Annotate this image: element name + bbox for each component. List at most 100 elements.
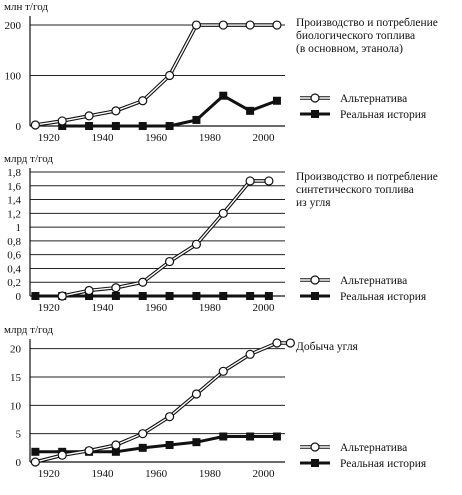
data-point-square [192, 438, 201, 447]
y-axis-label: млрд т/год [4, 324, 53, 336]
data-point-square [272, 96, 281, 105]
y-tick-label: 1,2 [7, 208, 21, 220]
legend-marker-real [311, 459, 319, 467]
x-tick-label: 1980 [199, 468, 222, 480]
legend: Альтернатива Реальная история [300, 442, 427, 470]
y-tick-label: 0,2 [7, 277, 21, 289]
data-point-circle [272, 20, 282, 30]
data-point-square [31, 447, 40, 456]
legend-marker-real [311, 292, 319, 300]
legend-marker-alternative [310, 93, 320, 103]
y-tick-label: 20 [10, 344, 22, 356]
chart-panel: млрд т/год 0 5 10 15 20 1920 1940 1960 1980 2000 До… [4, 324, 427, 480]
y-tick-label: 5 [16, 429, 22, 441]
data-point-square [85, 122, 94, 130]
chart-title-line: биологического топлива [296, 30, 415, 42]
legend-label-alternative: Альтернатива [340, 442, 407, 454]
data-point-square [192, 115, 201, 124]
legend-label-real: Реальная история [340, 109, 427, 121]
chart-title-line: Производство и потребление [296, 171, 438, 183]
data-point-square [192, 292, 201, 300]
data-point-square [264, 292, 273, 300]
data-point-square [165, 122, 174, 130]
data-point-square [31, 292, 40, 300]
legend-marker-alternative [310, 275, 320, 285]
data-point-square [246, 292, 255, 300]
data-point-circle [84, 285, 94, 296]
data-point-square [219, 432, 228, 441]
x-tick-label: 1920 [38, 468, 61, 480]
x-tick-label: 1980 [199, 302, 222, 314]
y-tick-label: 1,8 [7, 167, 21, 179]
y-tick-label: 200 [5, 20, 22, 32]
y-tick-label: 0,8 [7, 236, 21, 248]
chart-title-line: из угля [296, 197, 331, 209]
legend-label-real: Реальная история [340, 458, 427, 470]
data-point-square [246, 106, 255, 115]
legend: Альтернатива Реальная история [300, 93, 427, 121]
chart-title-line: (в основном, этанола) [296, 43, 403, 55]
legend-label-real: Реальная история [340, 291, 427, 303]
data-point-circle [285, 338, 295, 348]
y-tick-label: 0 [16, 121, 22, 133]
data-point-square [165, 292, 174, 300]
x-tick-label: 1920 [38, 302, 61, 314]
data-point-circle [191, 239, 202, 249]
x-tick-label: 1960 [145, 302, 168, 314]
data-point-square [138, 443, 147, 452]
data-point-square [58, 122, 67, 130]
data-point-circle [245, 176, 255, 186]
y-tick-label: 10 [10, 400, 22, 412]
y-tick-label: 1,4 [7, 195, 21, 207]
series-line-alternative [61, 179, 269, 298]
legend-label-alternative: Альтернатива [340, 275, 407, 287]
data-point-circle [264, 176, 274, 186]
series-line-real [62, 93, 278, 128]
data-point-circle [191, 389, 202, 399]
chart-panel: млн т/год 0 100 200 1920 1940 1960 1980 2000 Прои… [4, 1, 438, 144]
data-point-circle [30, 457, 40, 467]
y-axis-label: млн т/год [4, 1, 48, 13]
data-point-circle [272, 338, 282, 348]
x-tick-label: 1960 [145, 132, 168, 144]
data-point-circle [218, 366, 228, 376]
x-tick-label: 2000 [253, 132, 276, 144]
series-line-alternative [34, 341, 291, 464]
chart-title-line: синтетического топлива [296, 184, 414, 196]
y-tick-label: 100 [5, 71, 22, 83]
data-point-square [165, 441, 174, 449]
series-line-real [35, 435, 277, 454]
data-point-circle [138, 429, 148, 439]
data-point-square [138, 122, 147, 130]
series-line-alternative-inner [35, 24, 277, 126]
data-point-circle [57, 450, 67, 460]
x-tick-label: 1940 [91, 302, 114, 314]
y-tick-label: 15 [10, 372, 22, 384]
data-point-square [111, 447, 120, 456]
data-point-circle [218, 20, 228, 30]
data-point-circle [111, 106, 121, 116]
data-point-square [246, 432, 255, 441]
data-point-square [219, 91, 228, 100]
chart-title-line: Производство и потребление [296, 17, 438, 29]
y-axis-label: млрд т/год [4, 153, 53, 165]
x-tick-label: 1940 [91, 132, 114, 144]
data-point-circle [57, 116, 67, 126]
data-point-circle [164, 70, 175, 81]
chart-panel: млрд т/год 0 0,2 0,40,6 0,8 1 1,21,4 1,6 1,8 1920… [4, 153, 438, 314]
data-point-circle [245, 349, 255, 359]
data-point-circle [164, 412, 175, 422]
data-point-square [85, 292, 94, 300]
data-point-circle [84, 111, 94, 121]
data-point-square [138, 292, 147, 300]
data-point-circle [164, 256, 175, 267]
data-point-square [111, 122, 120, 130]
data-point-square [219, 292, 228, 300]
legend-label-alternative: Альтернатива [340, 93, 407, 105]
legend-marker-real [311, 110, 319, 118]
y-tick-label: 0 [16, 291, 22, 303]
data-point-circle [138, 277, 148, 287]
x-tick-label: 1960 [145, 468, 168, 480]
